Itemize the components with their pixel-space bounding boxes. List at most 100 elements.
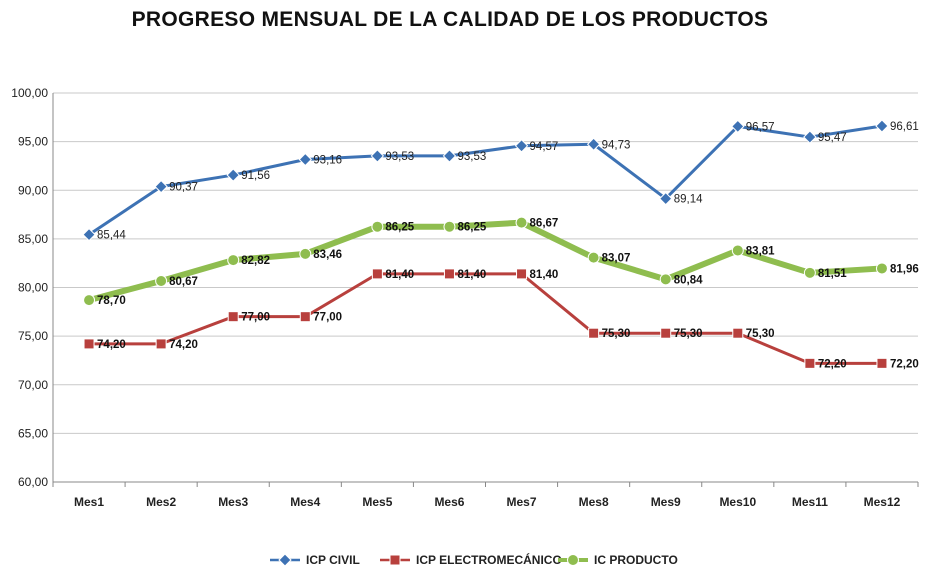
data-label-ic-producto: 81,51 — [818, 268, 847, 280]
data-point-ic-producto — [731, 244, 744, 257]
data-label-ic-producto: 83,81 — [746, 245, 775, 257]
data-point-ic-producto — [515, 216, 528, 229]
data-label-icp-electromec-nico: 77,00 — [313, 312, 342, 324]
data-point-icp-electromec-nico — [83, 338, 95, 350]
series-line-icp-civil — [88, 124, 883, 236]
data-label-ic-producto: 82,82 — [241, 255, 270, 267]
x-tick-label: Mes6 — [434, 495, 464, 509]
data-label-icp-civil: 93,53 — [457, 151, 486, 163]
data-point-ic-producto — [155, 274, 168, 287]
legend-marker-ic-producto — [567, 554, 579, 566]
y-tick-label: 75,00 — [18, 329, 48, 343]
data-label-ic-producto: 83,46 — [313, 249, 342, 261]
data-point-icp-civil — [298, 152, 312, 167]
data-point-icp-civil — [226, 168, 240, 182]
data-point-ic-producto — [803, 266, 816, 279]
legend-label-ic-producto: IC PRODUCTO — [594, 553, 678, 567]
data-point-ic-producto — [83, 294, 96, 307]
data-label-ic-producto: 81,96 — [890, 263, 919, 275]
y-tick-label: 70,00 — [18, 378, 48, 392]
data-point-icp-civil — [586, 137, 601, 151]
x-tick-label: Mes1 — [74, 495, 104, 509]
data-label-icp-civil: 96,57 — [746, 121, 775, 133]
x-tick-label: Mes8 — [579, 495, 609, 509]
x-tick-label: Mes11 — [792, 495, 828, 509]
x-tick-label: Mes4 — [290, 495, 320, 509]
data-point-ic-producto — [587, 251, 600, 264]
data-label-icp-civil: 96,61 — [890, 121, 919, 133]
data-point-icp-electromec-nico — [876, 357, 888, 369]
x-tick-label: Mes12 — [864, 495, 901, 509]
y-tick-label: 100,00 — [11, 86, 48, 100]
legend-marker-icp-electromec-nico — [389, 554, 401, 566]
data-point-ic-producto — [227, 254, 240, 267]
data-label-icp-electromec-nico: 74,20 — [169, 339, 198, 351]
data-point-ic-producto — [443, 220, 456, 233]
data-label-icp-civil: 93,53 — [385, 151, 414, 163]
data-label-ic-producto: 80,84 — [674, 274, 703, 286]
data-label-icp-electromec-nico: 75,30 — [746, 328, 775, 340]
data-point-icp-electromec-nico — [299, 311, 311, 323]
chart-title: PROGRESO MENSUAL DE LA CALIDAD DE LOS PR… — [131, 8, 769, 31]
x-tick-label: Mes2 — [146, 495, 176, 509]
series-line-ic-producto — [88, 219, 883, 304]
data-label-icp-civil: 91,56 — [241, 170, 270, 182]
data-label-icp-electromec-nico: 77,00 — [241, 312, 270, 324]
data-point-icp-electromec-nico — [443, 268, 455, 280]
x-tick-label: Mes7 — [507, 495, 537, 509]
data-point-icp-civil — [154, 179, 168, 194]
data-point-icp-electromec-nico — [588, 327, 600, 339]
y-tick-label: 90,00 — [18, 183, 48, 197]
data-point-ic-producto — [875, 262, 888, 275]
data-label-ic-producto: 80,67 — [169, 276, 198, 288]
data-label-icp-civil: 90,37 — [169, 182, 198, 194]
data-label-icp-civil: 94,73 — [602, 139, 631, 151]
data-point-icp-electromec-nico — [155, 338, 167, 350]
data-label-ic-producto: 83,07 — [602, 253, 631, 265]
data-label-icp-electromec-nico: 81,40 — [530, 269, 559, 281]
x-tick-label: Mes5 — [362, 495, 392, 509]
data-label-icp-civil: 94,57 — [530, 141, 559, 153]
x-tick-label: Mes10 — [719, 495, 756, 509]
data-label-icp-civil: 85,44 — [97, 230, 126, 242]
data-label-icp-electromec-nico: 81,40 — [457, 269, 486, 281]
legend-label-icp-civil: ICP CIVIL — [306, 553, 360, 567]
data-label-icp-electromec-nico: 75,30 — [602, 328, 631, 340]
data-point-ic-producto — [659, 273, 672, 286]
data-point-icp-civil — [803, 130, 817, 144]
y-tick-label: 60,00 — [18, 475, 48, 489]
y-tick-label: 85,00 — [18, 232, 48, 246]
data-label-icp-electromec-nico: 72,20 — [890, 358, 919, 370]
data-label-icp-electromec-nico: 74,20 — [97, 339, 126, 351]
data-label-ic-producto: 86,25 — [385, 222, 414, 234]
data-label-icp-electromec-nico: 72,20 — [818, 358, 847, 370]
data-label-icp-civil: 93,16 — [313, 155, 342, 167]
data-point-icp-electromec-nico — [371, 268, 383, 280]
legend-marker-icp-civil — [278, 553, 292, 567]
x-tick-label: Mes3 — [218, 495, 248, 509]
y-tick-label: 65,00 — [18, 426, 48, 440]
data-point-icp-civil — [875, 119, 889, 133]
data-label-icp-electromec-nico: 81,40 — [385, 269, 414, 281]
y-tick-label: 80,00 — [18, 281, 48, 295]
data-label-icp-electromec-nico: 75,30 — [674, 328, 703, 340]
data-label-icp-civil: 95,47 — [818, 132, 847, 144]
data-point-icp-civil — [514, 139, 529, 153]
data-point-ic-producto — [299, 247, 312, 260]
data-point-icp-electromec-nico — [516, 268, 528, 280]
data-point-icp-electromec-nico — [732, 327, 744, 339]
data-point-icp-civil — [659, 191, 673, 206]
data-label-ic-producto: 86,25 — [457, 222, 486, 234]
series-line-icp-electromec-nico — [89, 272, 882, 365]
data-point-icp-electromec-nico — [227, 311, 239, 323]
data-label-ic-producto: 86,67 — [530, 218, 559, 230]
y-tick-label: 95,00 — [18, 135, 48, 149]
data-point-ic-producto — [371, 220, 384, 233]
legend-label-icp-electromec-nico: ICP ELECTROMECÁNICO — [416, 552, 562, 567]
data-point-icp-electromec-nico — [660, 327, 672, 339]
data-point-icp-civil — [731, 119, 745, 134]
data-point-icp-civil — [370, 149, 385, 163]
data-point-icp-civil — [82, 227, 96, 242]
